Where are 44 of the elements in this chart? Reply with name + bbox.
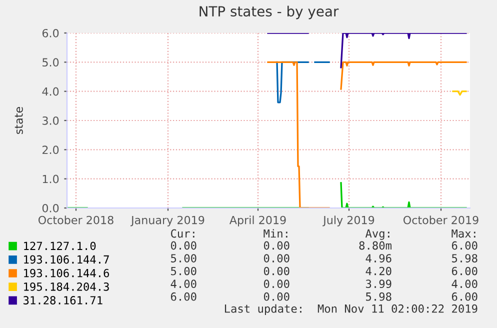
text: 6.00 xyxy=(452,292,478,301)
text: 0.00 xyxy=(264,254,290,262)
legend-label: 31.28.161.71 xyxy=(24,296,102,304)
legend-label: 193.106.144.7 xyxy=(24,255,109,264)
y-axis-title: state xyxy=(14,107,23,134)
text: 0.00 xyxy=(170,241,196,250)
y-tick-label: 0.0 xyxy=(42,204,59,212)
text: 5.98 xyxy=(366,292,392,301)
text: 3.99 xyxy=(366,280,392,288)
y-tick-label: 5.0 xyxy=(42,58,59,67)
text: 6.00 xyxy=(170,292,196,301)
chart-title: NTP states - by year xyxy=(200,6,339,20)
y-tick-label: 6.0 xyxy=(42,28,59,38)
text: Cur: xyxy=(170,229,194,238)
x-tick-label: July 2019 xyxy=(322,216,374,226)
text: 6.00 xyxy=(452,266,478,276)
text: 4.00 xyxy=(170,280,196,288)
legend-label: 193.106.144.6 xyxy=(24,268,110,278)
text: 5.00 xyxy=(171,254,196,262)
text: 5.00 xyxy=(171,266,196,276)
text: Avg: xyxy=(365,229,390,240)
text: Last update: Mon Nov 11 02:00:22 2019 xyxy=(224,304,478,315)
y-tick-label: 1.0 xyxy=(42,174,59,184)
x-tick-label: October 2018 xyxy=(38,216,114,224)
x-tick-label: January 2019 xyxy=(130,216,204,226)
x-tick-label: April 2019 xyxy=(229,216,286,226)
text: 6.00 xyxy=(452,241,478,250)
text: 4.96 xyxy=(366,254,392,262)
y-tick-label: 4.0 xyxy=(42,87,59,96)
text: 4.00 xyxy=(452,280,478,288)
y-tick-label: 2.0 xyxy=(42,146,59,154)
y-tick-label: 3.0 xyxy=(42,116,59,125)
text: 0.00 xyxy=(264,266,290,276)
text: 0.00 xyxy=(264,280,290,288)
text: 5.98 xyxy=(452,254,478,262)
text: 8.80m xyxy=(359,241,392,250)
text: Max: xyxy=(452,229,476,238)
legend-label: 127.127.1.0 xyxy=(24,242,96,250)
text: 0.00 xyxy=(264,241,290,250)
x-tick-label: October 2019 xyxy=(403,216,478,224)
legend-label: 195.184.204.3 xyxy=(24,282,109,291)
text: Min: xyxy=(264,229,288,238)
text: 0.00 xyxy=(264,292,290,301)
text: 4.20 xyxy=(366,266,392,276)
